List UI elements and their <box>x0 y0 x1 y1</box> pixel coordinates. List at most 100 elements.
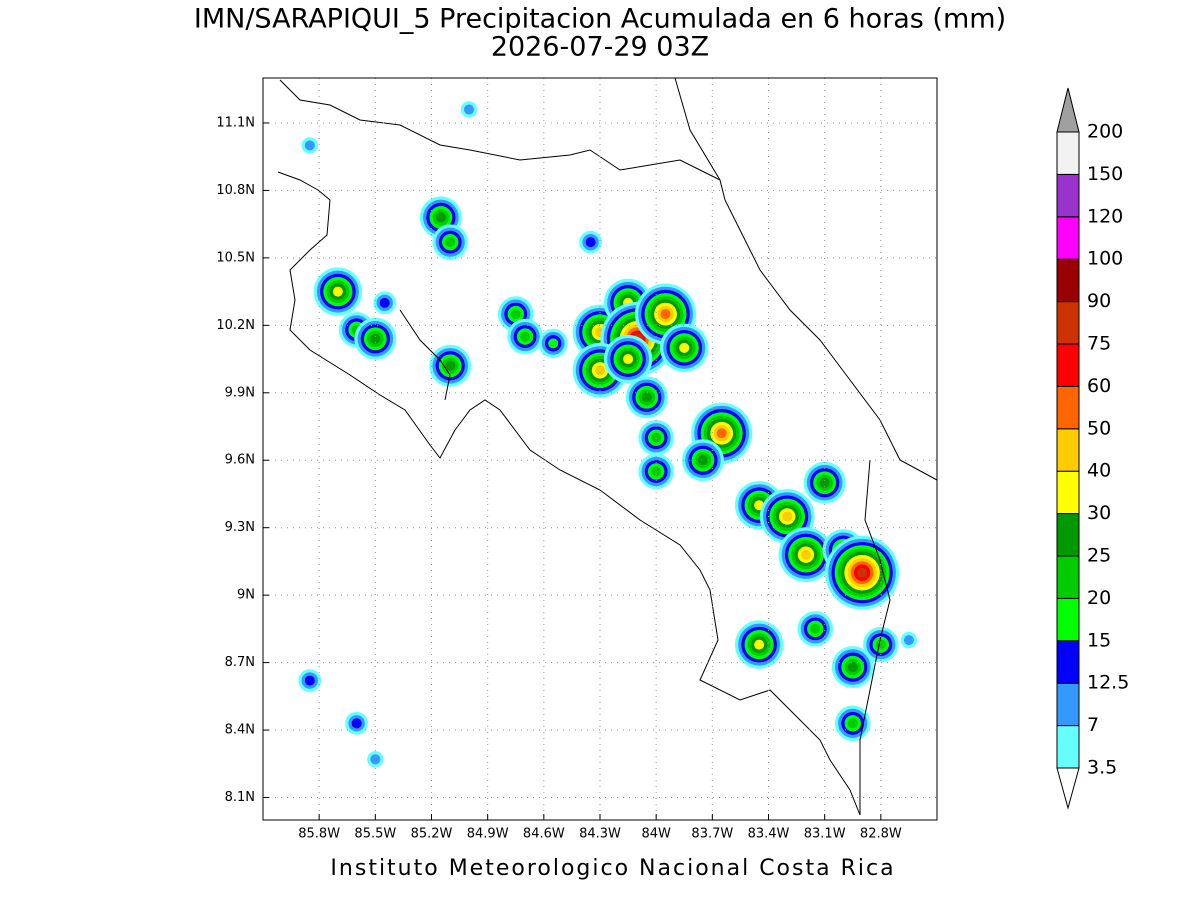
colorbar-box <box>1056 470 1080 515</box>
colorbar-box <box>1056 428 1080 472</box>
rain-cell <box>660 323 709 373</box>
colorbar-box <box>1056 173 1080 218</box>
precipitation <box>298 101 918 768</box>
coastline <box>277 77 938 816</box>
y-tick-label: 9.9N <box>225 385 255 400</box>
rain-cell <box>507 318 543 355</box>
x-tick-label: 83.1W <box>804 827 846 842</box>
footer: Instituto Meteorologico Nacional Costa R… <box>330 856 895 881</box>
colorbar-box <box>1056 725 1080 769</box>
rain-contour <box>754 639 765 650</box>
colorbar-label: 50 <box>1087 417 1111 439</box>
colorbar: 3.5 7 12.5 15 20 25 30 40 50 60 75 90 100 120 150 200 <box>1056 87 1129 810</box>
rain-contour <box>510 309 521 320</box>
rain-contour <box>819 477 830 488</box>
rain-cell <box>298 669 322 692</box>
rain-cell <box>638 419 674 456</box>
x-tick-label: 85.5W <box>354 827 396 842</box>
colorbar-label: 120 <box>1087 205 1123 227</box>
x-tick-label: 83.7W <box>691 827 733 842</box>
rain-contour <box>332 286 343 297</box>
y-tick-label: 9.6N <box>225 453 255 468</box>
rain-cell <box>367 751 384 768</box>
y-tick-label: 11.1N <box>216 115 255 130</box>
rain-cell <box>834 705 871 742</box>
rain-contour <box>370 754 381 765</box>
y-tick-label: 8.7N <box>225 655 255 670</box>
x-tick-label: 85.8W <box>298 827 340 842</box>
colorbar-box <box>1056 258 1080 303</box>
colorbar-over <box>1056 87 1080 133</box>
colorbar-label: 7 <box>1087 714 1099 736</box>
rain-cell <box>778 527 834 583</box>
rain-cell <box>900 631 918 649</box>
rain-contour <box>716 428 727 439</box>
rain-contour <box>697 455 708 466</box>
y-tick-label: 10.8N <box>216 183 255 198</box>
rain-cell <box>638 453 674 490</box>
rain-contour <box>651 466 662 477</box>
grid: 85.8W 85.5W 85.2W 84.9W 84.6W 84.3W 84W 83.7W 83… <box>216 78 937 842</box>
rain-contour <box>445 237 456 248</box>
colorbar-box <box>1056 555 1080 599</box>
rain-contour <box>660 309 671 320</box>
colorbar-under <box>1056 767 1080 810</box>
colorbar-label: 3.5 <box>1087 757 1117 779</box>
pacific-coast <box>277 171 861 816</box>
rain-contour <box>903 635 914 646</box>
y-tick-label: 8.1N <box>225 790 255 805</box>
y-tick-label: 10.2N <box>216 318 255 333</box>
rain-cell <box>803 461 846 504</box>
rain-contour <box>641 392 652 403</box>
rain-cell <box>429 344 472 387</box>
rain-contour <box>304 675 315 686</box>
rain-contour <box>463 104 474 115</box>
rain-contour <box>810 623 821 634</box>
rain-contour <box>847 718 858 729</box>
colorbar-box <box>1056 343 1080 387</box>
colorbar-box <box>1056 385 1080 430</box>
x-tick-label: 84.9W <box>467 827 509 842</box>
colorbar-label: 40 <box>1087 460 1111 482</box>
colorbar-box <box>1056 682 1080 727</box>
y-tick-label: 8.4N <box>225 723 255 738</box>
nicoya-gulf <box>399 309 451 401</box>
x-tick-label: 83.4W <box>748 827 790 842</box>
nicaragua-border <box>279 79 721 181</box>
x-tick-label: 84W <box>641 827 671 842</box>
rain-cell <box>538 328 568 358</box>
panama-border <box>859 459 891 815</box>
x-tick-label: 85.2W <box>411 827 453 842</box>
colorbar-box <box>1056 513 1080 557</box>
rain-cell <box>432 224 469 260</box>
colorbar-label: 12.5 <box>1087 672 1129 694</box>
y-tick-label: 9.3N <box>225 520 255 535</box>
rain-cell <box>313 267 363 316</box>
rain-contour <box>379 297 390 308</box>
rain-contour <box>520 331 531 342</box>
y-tick-label: 9N <box>237 588 255 603</box>
colorbar-box <box>1056 640 1080 684</box>
y-tick-label: 10.5N <box>216 250 255 265</box>
rain-contour <box>304 140 315 151</box>
rain-cell <box>797 611 834 647</box>
rain-contour <box>370 333 381 344</box>
x-tick-label: 84.3W <box>579 827 621 842</box>
rain-cell <box>603 334 653 384</box>
rain-cell <box>681 439 724 482</box>
rain-cell <box>831 646 874 689</box>
rain-contour <box>782 511 793 522</box>
subtitle: 2026-07-29 03Z <box>491 32 709 63</box>
rain-contour <box>847 662 858 673</box>
colorbar-label: 200 <box>1087 121 1123 143</box>
rain-contour <box>651 432 662 443</box>
rain-contour <box>857 567 868 578</box>
rain-contour <box>595 365 605 376</box>
rain-contour <box>800 549 811 560</box>
rain-contour <box>351 718 362 729</box>
colorbar-box <box>1056 216 1080 260</box>
rain-contour <box>679 342 690 353</box>
rain-cell <box>354 317 397 360</box>
